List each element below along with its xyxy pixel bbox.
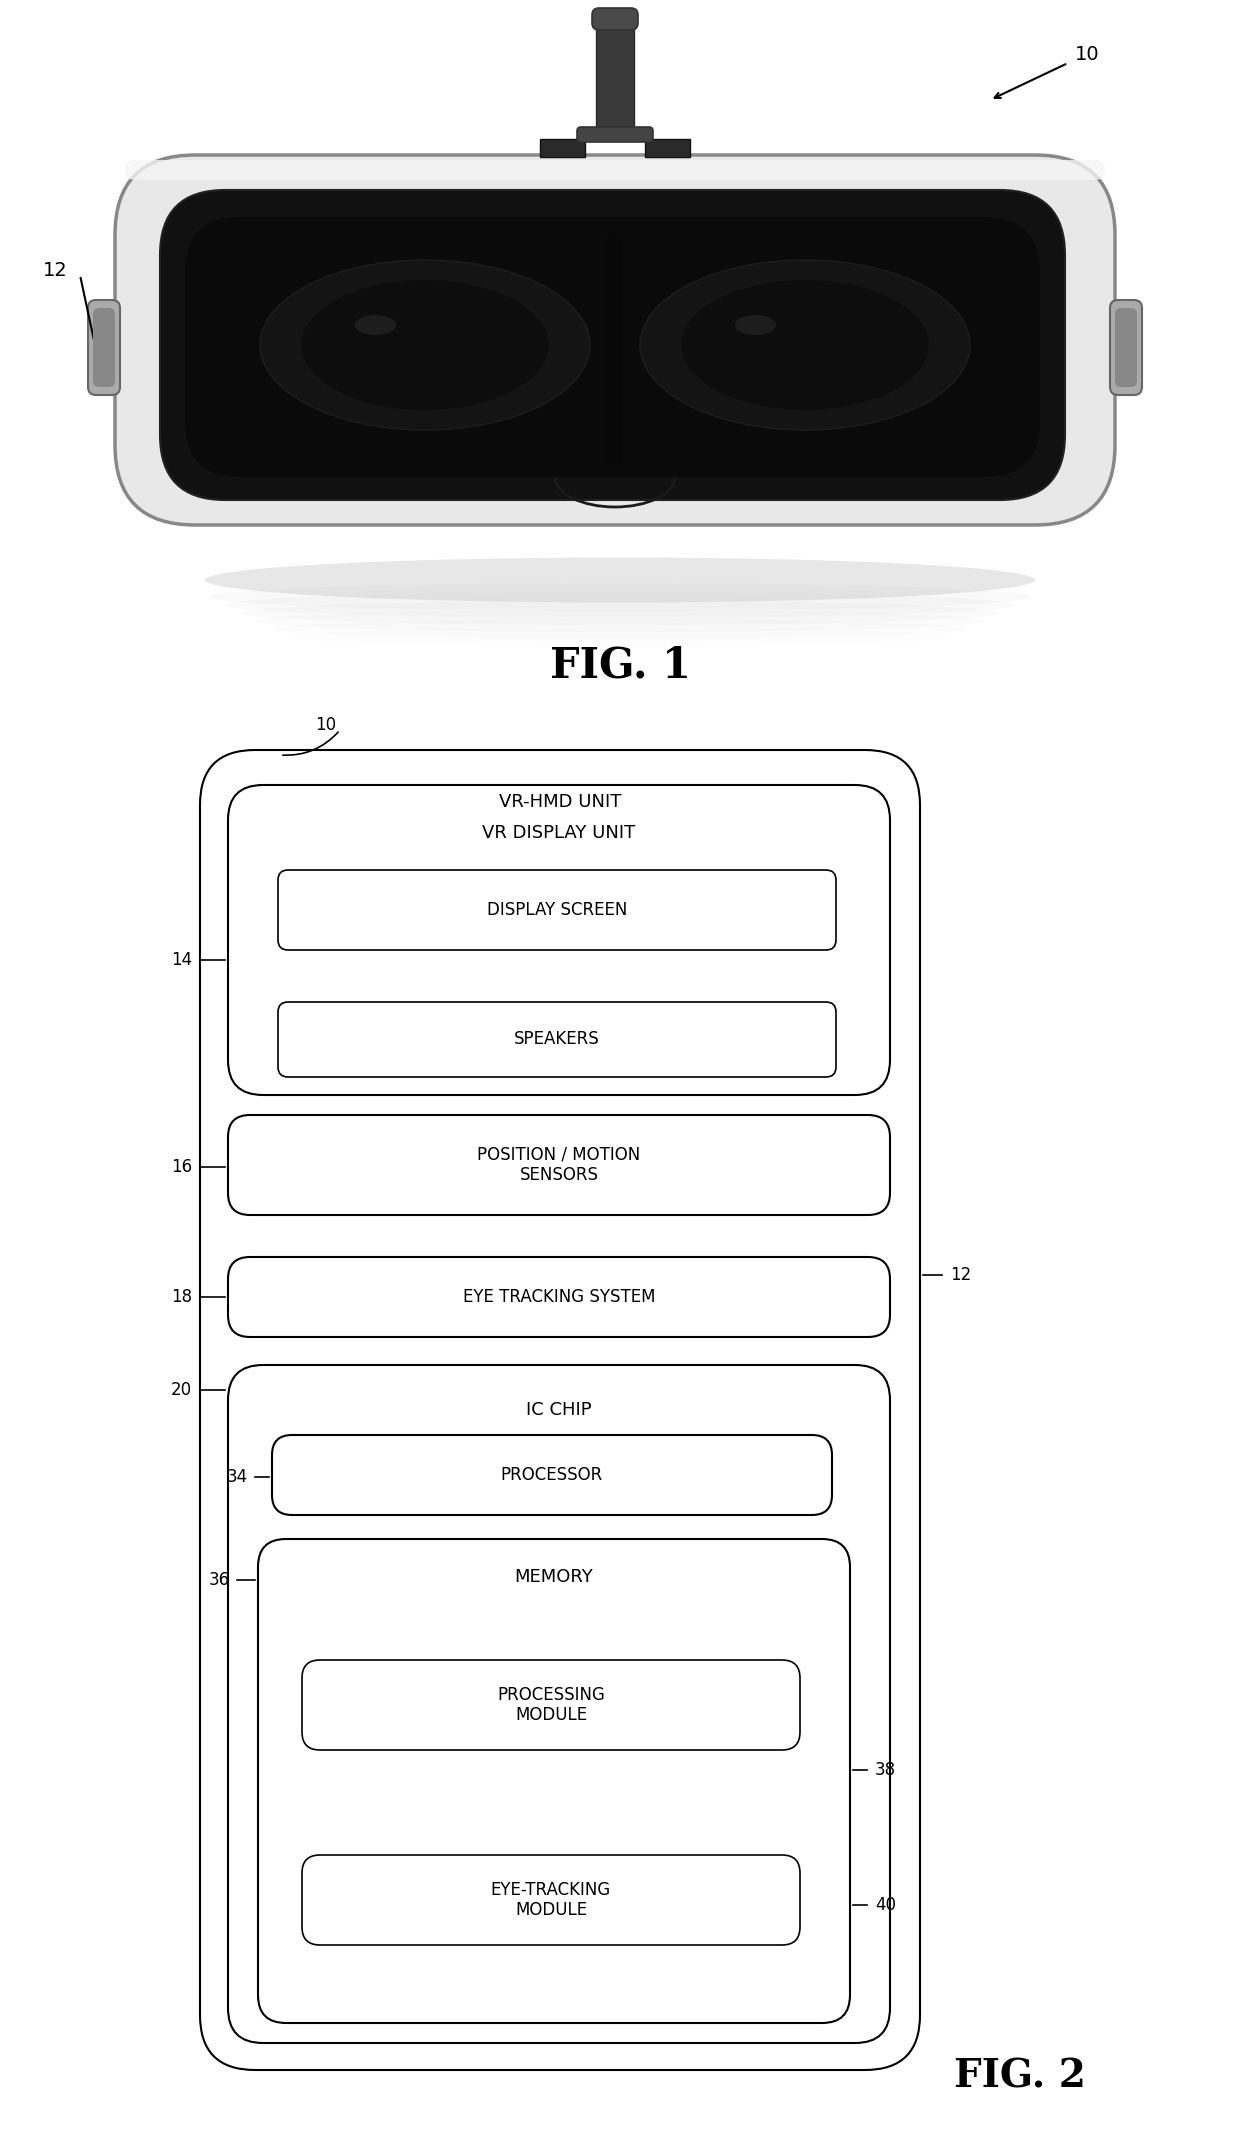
FancyBboxPatch shape	[577, 127, 653, 142]
FancyBboxPatch shape	[1115, 309, 1137, 386]
FancyBboxPatch shape	[303, 1660, 800, 1750]
Bar	[608, 236, 622, 465]
Text: VR-HMD UNIT: VR-HMD UNIT	[498, 794, 621, 811]
Ellipse shape	[260, 260, 590, 429]
FancyBboxPatch shape	[228, 1115, 890, 1214]
Ellipse shape	[224, 592, 1016, 618]
Ellipse shape	[205, 558, 1035, 603]
Text: MEMORY: MEMORY	[515, 1568, 594, 1585]
FancyBboxPatch shape	[591, 9, 639, 30]
FancyBboxPatch shape	[272, 1435, 832, 1514]
Text: 38: 38	[875, 1761, 897, 1778]
FancyBboxPatch shape	[200, 751, 920, 2070]
Text: 12: 12	[43, 260, 68, 279]
FancyBboxPatch shape	[160, 191, 1065, 500]
FancyBboxPatch shape	[278, 1002, 836, 1077]
Ellipse shape	[640, 260, 970, 429]
Text: 34: 34	[227, 1467, 248, 1486]
FancyBboxPatch shape	[125, 161, 1105, 180]
FancyBboxPatch shape	[1110, 300, 1142, 395]
FancyBboxPatch shape	[258, 1538, 849, 2023]
FancyBboxPatch shape	[278, 871, 836, 950]
FancyBboxPatch shape	[228, 1364, 890, 2042]
Text: 10: 10	[315, 716, 336, 734]
Text: 36: 36	[208, 1570, 229, 1589]
Text: EYE TRACKING SYSTEM: EYE TRACKING SYSTEM	[463, 1287, 655, 1306]
FancyBboxPatch shape	[303, 1855, 800, 1946]
Bar	[645, 139, 689, 157]
Bar	[539, 139, 585, 157]
Text: PROCESSING
MODULE: PROCESSING MODULE	[497, 1686, 605, 1725]
Text: 12: 12	[950, 1266, 971, 1285]
Text: 40: 40	[875, 1896, 897, 1913]
Text: SPEAKERS: SPEAKERS	[515, 1030, 600, 1049]
Text: PROCESSOR: PROCESSOR	[501, 1465, 603, 1484]
Text: 16: 16	[171, 1158, 192, 1175]
Text: 18: 18	[171, 1287, 192, 1306]
Bar	[596, 28, 634, 127]
Text: DISPLAY SCREEN: DISPLAY SCREEN	[487, 901, 627, 918]
FancyBboxPatch shape	[88, 300, 120, 395]
Ellipse shape	[355, 315, 396, 335]
Text: FIG. 2: FIG. 2	[954, 2057, 1086, 2096]
FancyBboxPatch shape	[185, 217, 1040, 476]
Text: 14: 14	[171, 950, 192, 970]
Ellipse shape	[241, 601, 999, 624]
Ellipse shape	[301, 281, 549, 410]
Ellipse shape	[735, 315, 776, 335]
Text: 10: 10	[1075, 45, 1100, 64]
Text: 20: 20	[171, 1381, 192, 1399]
FancyBboxPatch shape	[93, 309, 115, 386]
FancyBboxPatch shape	[115, 154, 1115, 526]
FancyBboxPatch shape	[228, 785, 890, 1094]
Text: EYE-TRACKING
MODULE: EYE-TRACKING MODULE	[491, 1881, 611, 1920]
Text: POSITION / MOTION
SENSORS: POSITION / MOTION SENSORS	[477, 1145, 641, 1184]
Text: IC CHIP: IC CHIP	[526, 1401, 591, 1420]
Text: FIG. 1: FIG. 1	[549, 644, 691, 686]
Ellipse shape	[210, 583, 1030, 611]
Ellipse shape	[681, 281, 929, 410]
Text: VR DISPLAY UNIT: VR DISPLAY UNIT	[482, 824, 636, 843]
FancyBboxPatch shape	[228, 1257, 890, 1336]
